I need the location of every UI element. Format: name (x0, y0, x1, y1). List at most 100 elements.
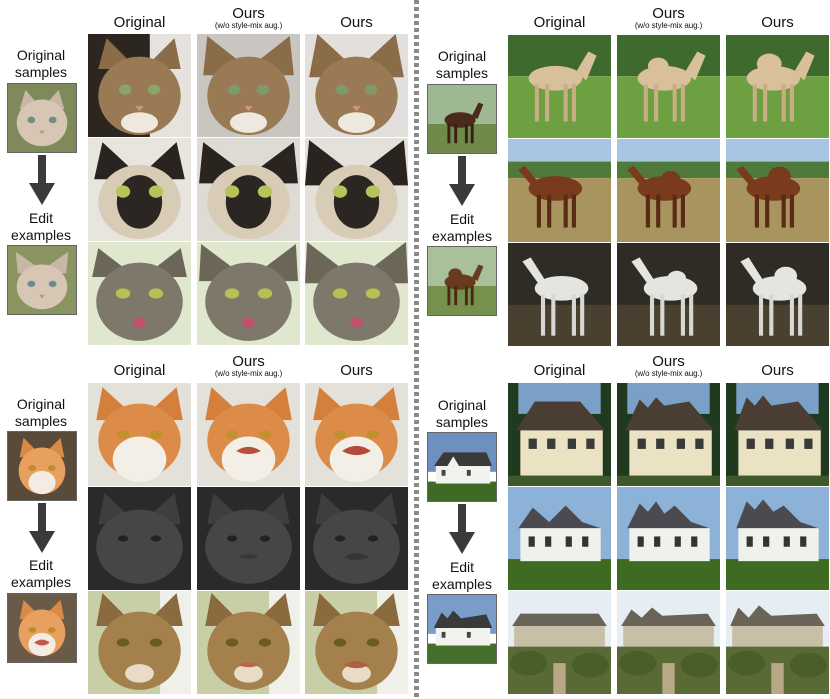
image-cell (88, 383, 191, 486)
image-cell (197, 487, 300, 590)
edit-examples-label: Edit examples (2, 210, 80, 244)
image-cell (726, 243, 829, 346)
orange-white-cat-edited-image (197, 383, 300, 486)
down-arrow-icon (29, 503, 55, 553)
image-cell (508, 383, 611, 486)
siamese-cat-edited-image (197, 138, 300, 241)
image-cell (508, 139, 611, 242)
image-cell (197, 383, 300, 486)
original-samples-label: Original samples (2, 47, 80, 81)
cream-house-image (508, 383, 611, 486)
col-header-ours: Ours (726, 363, 829, 378)
cottage-garden-image (508, 591, 611, 694)
col-header-ours-no-aug-note: (w/o style-mix aug.) (214, 369, 283, 378)
col-header-ours-no-aug-label: Ours (652, 5, 685, 22)
image-cell (508, 487, 611, 590)
image-cell (88, 34, 191, 137)
original-sample-thumb (427, 432, 497, 502)
col-header-ours: Ours (726, 15, 829, 30)
edit-example-thumb (427, 246, 497, 316)
brown-tabby-cat-edited-image (197, 591, 300, 694)
white-house-edited-image (617, 487, 720, 590)
original-samples-label: Original samples (423, 48, 501, 82)
image-cell (508, 243, 611, 346)
cat-sample-image (8, 84, 76, 152)
palomino-horse-image (508, 35, 611, 138)
col-header-ours-no-aug: Ours (w/o style-mix aug.) (197, 6, 300, 30)
edit-examples-line2: examples (11, 227, 71, 243)
down-arrow-icon (449, 156, 475, 206)
siamese-cat-edited-image (305, 138, 408, 241)
dark-grey-cat-edited-image (305, 487, 408, 590)
image-cell (88, 138, 191, 241)
brown-tabby-cat-image (88, 591, 191, 694)
image-cell (88, 242, 191, 345)
image-cell (305, 383, 408, 486)
col-header-ours-label: Ours (761, 14, 794, 31)
image-cell (726, 487, 829, 590)
down-arrow-icon (29, 155, 55, 205)
siamese-cat-image (88, 138, 191, 241)
house-sample-image (428, 433, 496, 501)
col-header-ours-no-aug-label: Ours (652, 353, 685, 370)
orange-white-cat-image (88, 383, 191, 486)
image-cell (305, 591, 408, 694)
col-header-original-label: Original (113, 362, 166, 379)
image-cell (726, 383, 829, 486)
white-house-edited-image (726, 487, 829, 590)
cat-edit-image (8, 246, 76, 314)
image-cell (726, 139, 829, 242)
panel-divider (414, 0, 419, 699)
tabby-cat-image (88, 34, 191, 137)
image-cell (197, 138, 300, 241)
original-samples-line2: samples (435, 65, 489, 81)
col-header-ours-no-aug: Ours (w/o style-mix aug.) (617, 6, 720, 30)
original-samples-label: Original samples (423, 397, 501, 431)
chestnut-horse-edited-image (617, 139, 720, 242)
original-sample-thumb (7, 83, 77, 153)
col-header-ours-no-aug-label: Ours (232, 5, 265, 22)
orange-cat-edit-image (8, 594, 76, 662)
image-cell (617, 591, 720, 694)
original-samples-line1: Original (16, 396, 66, 412)
grey-tabby-cat-edited-image (305, 242, 408, 345)
original-sample-thumb (7, 431, 77, 501)
col-header-ours-label: Ours (340, 14, 373, 31)
col-header-original: Original (88, 15, 191, 30)
col-header-ours-label: Ours (340, 362, 373, 379)
original-samples-label: Original samples (2, 396, 80, 430)
palomino-horse-edited-image (726, 35, 829, 138)
white-house-image (508, 487, 611, 590)
edit-example-thumb (7, 593, 77, 663)
dark-grey-cat-edited-image (197, 487, 300, 590)
image-cell (305, 138, 408, 241)
horse-edit-image (428, 247, 496, 315)
col-header-original-label: Original (113, 14, 166, 31)
cottage-garden-edited-image (617, 591, 720, 694)
edit-examples-line2: examples (432, 228, 492, 244)
edit-examples-line1: Edit (28, 557, 54, 573)
image-cell (508, 591, 611, 694)
original-sample-thumb (427, 84, 497, 154)
image-cell (305, 242, 408, 345)
image-cell (617, 487, 720, 590)
image-cell (197, 591, 300, 694)
edit-examples-line2: examples (11, 574, 71, 590)
col-header-ours: Ours (305, 15, 408, 30)
col-header-ours: Ours (305, 363, 408, 378)
tabby-cat-edited-image (305, 34, 408, 137)
original-samples-line2: samples (14, 413, 68, 429)
brown-tabby-cat-edited-image (305, 591, 408, 694)
palomino-horse-edited-image (617, 35, 720, 138)
col-header-original-label: Original (533, 14, 586, 31)
tabby-cat-edited-image (197, 34, 300, 137)
image-cell (617, 383, 720, 486)
image-cell (617, 35, 720, 138)
image-cell (726, 591, 829, 694)
original-samples-line1: Original (16, 47, 66, 63)
image-cell (305, 487, 408, 590)
edit-examples-line1: Edit (449, 559, 475, 575)
col-header-original: Original (508, 15, 611, 30)
grey-tabby-cat-edited-image (197, 242, 300, 345)
col-header-original: Original (88, 363, 191, 378)
